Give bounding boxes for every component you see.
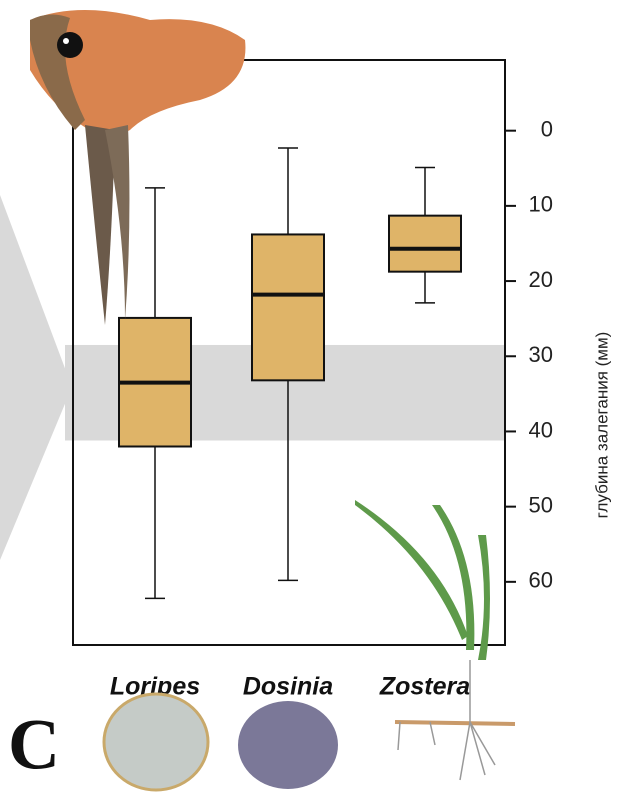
box	[252, 234, 324, 380]
x-tick-label: Zostera	[379, 673, 470, 701]
bird-illustration	[30, 10, 245, 325]
panel-label: C	[8, 705, 60, 785]
y-tick-label: 60	[529, 568, 553, 593]
y-tick-label: 20	[529, 267, 553, 292]
seagrass-illustration	[355, 500, 515, 780]
y-tick-label: 40	[529, 417, 553, 442]
y-tick-label: 0	[541, 116, 553, 141]
x-tick-label: Dosinia	[243, 673, 333, 701]
reach-triangle	[0, 195, 72, 560]
dosinia-shell	[238, 701, 338, 789]
box	[389, 216, 461, 272]
y-tick-label: 30	[529, 342, 553, 367]
y-tick-label: 10	[529, 192, 553, 217]
loripes-shell	[104, 694, 208, 790]
y-tick-label: 50	[529, 492, 553, 517]
y-axis-label: глубина залегания (мм)	[592, 332, 611, 519]
chart: 0102030405060LoripesDosiniaZostera C глу…	[0, 0, 617, 805]
